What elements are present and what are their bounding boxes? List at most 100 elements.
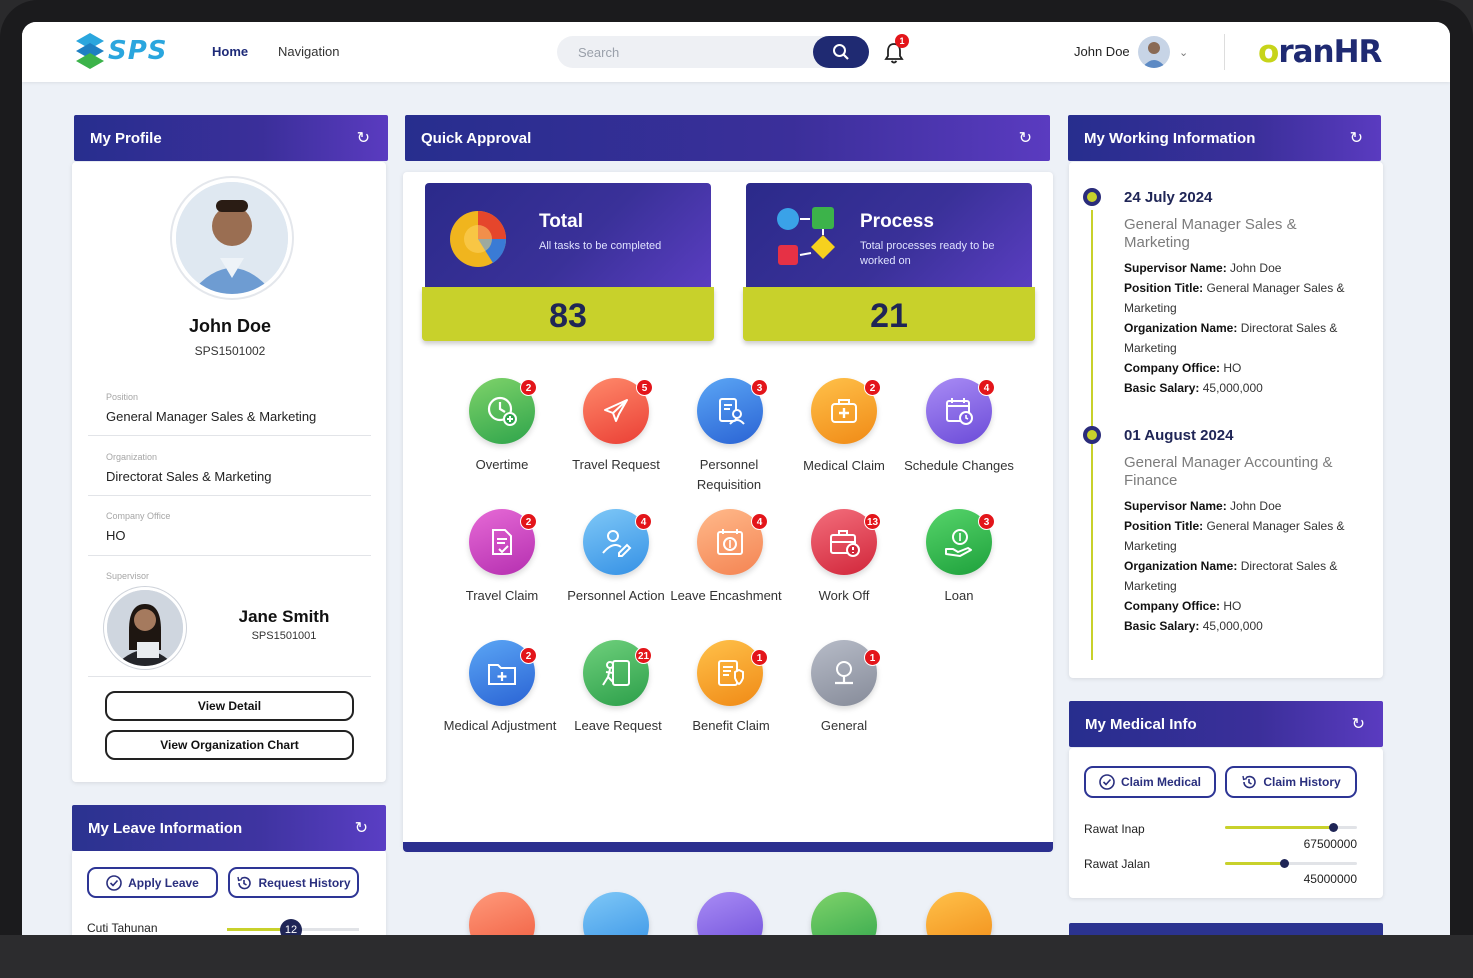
organization-value: Directorat Sales & Marketing xyxy=(106,469,272,484)
quick-approval-header: Quick Approval ↻ xyxy=(405,115,1050,161)
position-value: General Manager Sales & Marketing xyxy=(106,409,317,424)
process-flow-icon xyxy=(777,207,835,265)
schedule-changes-badge: 4 xyxy=(978,379,995,396)
leave-progress-fill xyxy=(227,928,287,931)
airplane-icon xyxy=(604,399,628,422)
person-exit-icon xyxy=(602,660,630,686)
medical-progress-track xyxy=(1225,859,1357,868)
user-avatar[interactable] xyxy=(1138,36,1170,68)
process-value: 21 xyxy=(870,297,908,335)
chevron-down-icon[interactable]: ⌄ xyxy=(1179,47,1189,59)
work-off-label: Work Off xyxy=(818,588,870,603)
benefit-claim-badge: 1 xyxy=(751,649,768,666)
search-input[interactable]: Search xyxy=(557,36,869,68)
travel-claim-button[interactable] xyxy=(469,509,535,575)
total-value: 83 xyxy=(549,297,587,335)
medical-item-label: Rawat Jalan xyxy=(1084,857,1151,871)
folder-medical-icon xyxy=(488,664,516,685)
claim-medical-button[interactable]: Claim Medical xyxy=(1084,766,1216,798)
refresh-icon[interactable]: ↻ xyxy=(1018,130,1032,147)
supervisor-avatar xyxy=(104,587,186,669)
request-history-button[interactable]: Request History xyxy=(228,867,359,898)
next-card-header xyxy=(1069,923,1383,935)
divider xyxy=(88,435,371,436)
medical-progress-fill xyxy=(1225,862,1285,865)
medical-progress-knob xyxy=(1280,859,1290,868)
pie-chart-icon xyxy=(450,211,507,267)
schedule-changes-label: Schedule Changes xyxy=(904,458,1014,473)
divider xyxy=(88,555,371,556)
leave-title: My Leave Information xyxy=(88,820,243,837)
refresh-icon[interactable]: ↻ xyxy=(354,820,368,837)
work-off-badge: 13 xyxy=(864,513,881,530)
quick-approval-bottom-bar xyxy=(403,842,1053,852)
general-label: General xyxy=(820,718,868,733)
medical-progress-knob xyxy=(1329,823,1339,832)
nav-navigation[interactable]: Navigation xyxy=(278,44,340,59)
medical-adjustment-label: Medical Adjustment xyxy=(443,718,557,733)
app-screen: SPS Home Navigation Search 1 John Doe ⌄ … xyxy=(22,22,1450,935)
divider xyxy=(88,495,371,496)
document-transfer-icon[interactable] xyxy=(469,892,535,935)
work-entry-date: 01 August 2024 xyxy=(1124,427,1234,444)
leave-item-label: Cuti Tahunan xyxy=(87,921,158,935)
person-briefcase-icon[interactable] xyxy=(926,892,992,935)
working-info-card xyxy=(1069,162,1383,678)
supervisor-label: Supervisor xyxy=(106,571,150,581)
overtime-label: Overtime xyxy=(475,457,529,472)
process-subtitle: Total processes ready to be worked on xyxy=(860,240,995,267)
benefit-claim-label: Benefit Claim xyxy=(692,718,770,733)
medical-title: My Medical Info xyxy=(1085,716,1197,733)
medical-item-value: 45000000 xyxy=(1303,872,1357,886)
document-search-icon[interactable] xyxy=(583,892,649,935)
person-training-icon[interactable] xyxy=(811,892,877,935)
profile-title: My Profile xyxy=(90,130,162,147)
view-detail-button[interactable]: View Detail xyxy=(105,691,354,721)
claim-history-button[interactable]: Claim History xyxy=(1225,766,1357,798)
personnel-requisition-label: Personnel Requisition xyxy=(696,457,762,492)
hand-coin-icon xyxy=(945,529,972,557)
nav-home[interactable]: Home xyxy=(212,44,249,59)
travel-claim-label: Travel Claim xyxy=(465,588,539,603)
benefit-claim-button[interactable] xyxy=(697,640,763,706)
company-office-value: HO xyxy=(106,528,126,543)
medical-adjustment-badge: 2 xyxy=(520,647,537,664)
clock-plus-icon xyxy=(487,396,517,426)
work-off-button[interactable] xyxy=(811,509,877,575)
general-icon xyxy=(835,661,853,685)
working-info-header: My Working Information ↻ xyxy=(1068,115,1381,161)
work-entry-position: General Manager Accounting & Finance xyxy=(1124,454,1333,489)
personnel-requisition-button[interactable] xyxy=(697,378,763,444)
profile-header: My Profile ↻ xyxy=(74,115,388,161)
document-person-icon xyxy=(719,398,745,425)
general-badge: 1 xyxy=(864,649,881,666)
leave-encashment-label: Leave Encashment xyxy=(670,588,782,603)
total-tile[interactable]: Total All tasks to be completed 83 xyxy=(422,183,714,341)
total-subtitle: All tasks to be completed xyxy=(539,240,662,252)
refresh-icon[interactable]: ↻ xyxy=(1351,716,1365,733)
document-shield-icon xyxy=(718,660,744,686)
view-org-chart-button[interactable]: View Organization Chart xyxy=(105,730,354,760)
quick-approval-title: Quick Approval xyxy=(421,130,532,147)
medical-item-value: 67500000 xyxy=(1303,837,1357,851)
user-name[interactable]: John Doe xyxy=(1074,44,1130,59)
leave-request-label: Leave Request xyxy=(574,718,662,733)
travel-request-label: Travel Request xyxy=(572,457,660,472)
position-label: Position xyxy=(106,392,139,402)
search-button[interactable] xyxy=(813,36,869,68)
check-circle-icon xyxy=(106,874,122,891)
working-info-title: My Working Information xyxy=(1084,130,1256,147)
travel-request-badge: 5 xyxy=(636,379,653,396)
process-tile[interactable]: Process Total processes ready to be work… xyxy=(743,183,1035,341)
process-title: Process xyxy=(860,211,934,232)
refresh-icon[interactable]: ↻ xyxy=(356,130,370,147)
company-logo[interactable]: SPS xyxy=(76,33,168,69)
apply-leave-button[interactable]: Apply Leave xyxy=(87,867,218,898)
travel-claim-badge: 2 xyxy=(520,513,537,530)
personnel-action-badge: 4 xyxy=(635,513,652,530)
history-icon xyxy=(237,876,252,889)
refresh-icon[interactable]: ↻ xyxy=(1349,130,1363,147)
person-settings-icon[interactable] xyxy=(697,892,763,935)
general-button[interactable] xyxy=(811,640,877,706)
history-icon xyxy=(1242,775,1257,789)
